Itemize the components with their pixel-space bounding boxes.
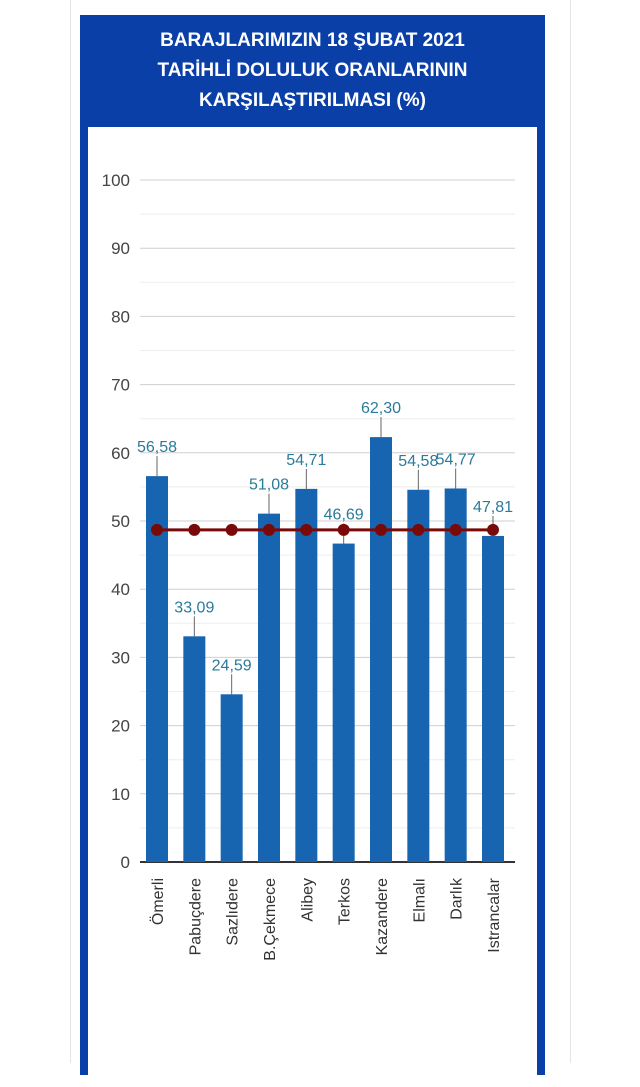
- average-point: [225, 523, 238, 536]
- bar: [183, 636, 206, 862]
- bar: [332, 543, 355, 862]
- average-point: [375, 523, 387, 536]
- data-label: 51,08: [249, 477, 289, 494]
- y-tick-label: 40: [111, 580, 130, 599]
- bar: [258, 513, 280, 862]
- x-tick-label: Kazandere: [374, 878, 391, 955]
- x-tick-label: Ömerli: [149, 878, 167, 925]
- average-point: [412, 523, 425, 536]
- y-tick-label: 100: [102, 171, 130, 190]
- average-point: [151, 523, 163, 536]
- bar: [482, 535, 504, 862]
- average-point: [337, 523, 350, 536]
- bar: [146, 476, 168, 862]
- data-label: 62,30: [361, 400, 401, 417]
- x-tick-label: Sazlıdere: [225, 878, 242, 946]
- data-label: 54,58: [398, 453, 438, 470]
- title-line-2: TARİHLİ DOLULUK ORANLARININ: [157, 60, 468, 81]
- x-tick-label: Darlık: [449, 877, 466, 920]
- data-label: 33,09: [174, 599, 214, 616]
- x-tick-label: Elmalı: [411, 878, 428, 922]
- bar: [407, 489, 430, 862]
- page-edge-left: [70, 0, 71, 1063]
- data-label: 54,77: [436, 451, 476, 468]
- chart-title: BARAJLARIMIZIN 18 ŞUBAT 2021 TARİHLİ DOL…: [80, 15, 545, 127]
- bar: [295, 488, 318, 862]
- average-point: [300, 523, 313, 536]
- bar-chart: 0 10 20 30 40 50 60 70 80 90 100 56,58 Ömerli 33,09 Pa…: [102, 171, 515, 961]
- data-label: 54,71: [286, 452, 326, 469]
- page-edge-right: [570, 0, 571, 1063]
- y-tick-label: 50: [111, 512, 130, 531]
- average-point: [487, 523, 499, 536]
- x-tick-label: Istrancalar: [486, 877, 503, 952]
- data-label: 56,58: [137, 439, 177, 456]
- x-tick-label: B.Çekmece: [262, 878, 279, 961]
- average-point: [188, 523, 201, 536]
- data-label: 47,81: [473, 499, 513, 516]
- bar: [220, 694, 243, 862]
- x-tick-label: Pabuçdere: [187, 878, 204, 955]
- data-label: 46,69: [324, 507, 364, 524]
- y-tick-label: 60: [111, 444, 130, 463]
- y-tick-label: 70: [111, 376, 130, 395]
- bar: [370, 437, 392, 862]
- average-point: [263, 523, 275, 536]
- y-tick-label: 20: [111, 717, 130, 736]
- x-tick-label: Alibey: [299, 878, 316, 922]
- y-tick-label: 10: [111, 785, 130, 804]
- average-point: [449, 523, 462, 536]
- y-tick-label: 80: [111, 307, 130, 326]
- y-tick-label: 90: [111, 239, 130, 258]
- bar: [444, 488, 467, 862]
- x-tick-label: Terkos: [337, 878, 354, 925]
- title-line-1: BARAJLARIMIZIN 18 ŞUBAT 2021: [160, 30, 465, 51]
- y-tick-label: 0: [121, 853, 130, 872]
- title-line-3: KARŞILAŞTIRILMASI (%): [199, 90, 426, 111]
- data-label: 24,59: [212, 657, 252, 674]
- y-tick-label: 30: [111, 648, 130, 667]
